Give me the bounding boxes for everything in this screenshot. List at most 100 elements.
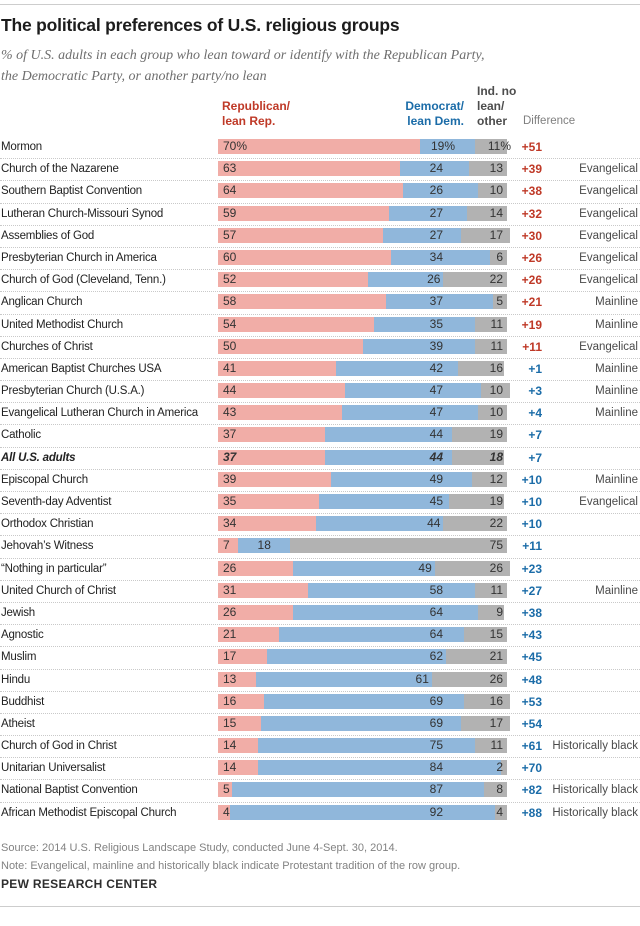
independent-value: 26 [489,560,503,575]
democrat-value: 75 [429,738,443,753]
republican-bar-segment [218,338,363,354]
group-label: Jehovah’s Witness [1,540,94,553]
republican-bar-segment [218,316,375,332]
democrat-value: 47 [429,383,443,398]
republican-value: 43 [223,405,237,420]
independent-value: 17 [489,715,503,730]
independent-value: 13 [489,161,503,176]
republican-value: 15 [223,715,237,730]
tradition-label: Mainline [595,385,638,398]
table-row: Seventh-day Adventist 35 45 19 +10 Evang… [0,492,640,515]
independent-value: 4 [496,804,503,819]
group-label: Churches of Christ [1,340,93,353]
democrat-value: 35 [429,316,443,331]
independent-value: 12 [489,471,503,486]
democrat-bar-segment [319,494,450,509]
table-row: Evangelical Lutheran Church in America 4… [0,403,640,426]
table-row: Jewish 26 64 9 +38 [0,603,640,626]
group-label: Presbyterian Church (U.S.A.) [1,385,145,398]
difference-value: +7 [528,450,542,465]
republican-value: 14 [223,760,237,775]
tradition-label: Evangelical [579,251,638,264]
republican-value: 26 [223,604,237,619]
democrat-bar-segment [293,560,435,576]
independent-value: 15 [489,627,503,642]
democrat-value: 34 [429,249,443,264]
table-row: Hindu 13 61 26 +48 [0,670,640,692]
stacked-bar: 44 47 10 [218,383,510,399]
republican-bar-segment [218,516,317,532]
democrat-bar-segment [267,649,447,665]
stacked-bar: 58 37 5 [218,294,507,310]
democrat-value: 44 [427,516,441,531]
democrat-value: 87 [429,782,443,797]
republican-bar-segment [218,649,268,665]
table-row: National Baptist Convention 5 87 8 +82 H… [0,780,640,803]
tradition-label: Mainline [595,362,638,375]
independent-header-line1: Ind. no [477,84,517,98]
source-line: Source: 2014 U.S. Religious Landscape St… [1,842,398,854]
republican-bar-segment [218,582,308,598]
independent-value: 18 [489,449,503,464]
bottom-rule [0,906,640,907]
democrat-header-line1: Democrat/ [405,99,464,113]
democrat-bar-segment [385,294,493,310]
republican-value: 64 [223,183,237,198]
difference-value: +53 [521,694,542,709]
democrat-value: 47 [429,405,443,420]
tradition-label: Evangelical [579,229,638,242]
difference-value: +10 [521,495,542,509]
republican-value: 17 [223,649,237,664]
democrat-bar-segment [391,249,490,265]
democrat-value: 45 [429,494,443,508]
independent-value: 16 [489,693,503,708]
republican-value: 70% [223,139,248,153]
republican-bar-segment [218,804,230,820]
republican-bar-segment [218,604,294,620]
independent-value: 11 [490,582,503,597]
democrat-bar-segment [368,272,444,288]
stacked-bar: 57 27 17 [218,227,510,243]
republican-bar-segment [218,183,403,199]
independent-bar-segment [475,738,507,754]
group-label: American Baptist Churches USA [1,362,162,375]
table-row: Assemblies of God 57 27 17 +30 Evangelic… [0,226,640,248]
table-row: Episcopal Church 39 49 12 +10 Mainline [0,470,640,492]
group-label: African Methodist Episcopal Church [1,806,177,819]
stacked-bar: 15 69 17 [218,715,510,731]
difference-value: +11 [522,539,542,554]
independent-value: 14 [489,205,503,220]
group-label: Church of the Nazarene [1,163,119,176]
difference-value: +3 [528,384,542,399]
independent-bar-segment [460,227,510,243]
stacked-bar: 14 84 2 [218,760,507,776]
stacked-bar: 4 92 4 [218,804,507,820]
difference-value: +19 [521,317,542,332]
democrat-value: 27 [429,227,443,242]
democrat-value: 58 [429,582,443,597]
independent-value: 16 [489,360,503,375]
democrat-bar-segment [307,582,476,598]
tradition-label: Evangelical [579,496,638,508]
republican-bar-segment [218,782,233,798]
independent-bar-segment [478,405,507,421]
difference-value: +30 [521,228,542,243]
note-line: Note: Evangelical, mainline and historic… [1,859,461,872]
tradition-label: Historically black [552,740,638,753]
group-label: Seventh-day Adventist [1,496,112,508]
democrat-bar-segment [264,693,464,709]
democrat-value: 26 [429,183,443,198]
democrat-bar-segment [293,604,479,620]
independent-value: 11 [490,738,503,753]
independent-value: 21 [489,649,503,664]
difference-value: +21 [521,295,542,310]
stacked-bar: 37 44 19 [218,427,507,443]
group-label: Southern Baptist Convention [1,185,143,198]
independent-bar-segment [463,627,507,643]
table-row: Jehovah’s Witness 7 18 75 +11 [0,536,640,559]
republican-value: 16 [223,693,237,708]
independent-value: 17 [489,227,503,242]
independent-value: 8 [496,782,503,797]
table-row: Mormon 70% 19% 11% +51 [0,137,640,160]
tradition-label: Historically black [552,784,638,797]
